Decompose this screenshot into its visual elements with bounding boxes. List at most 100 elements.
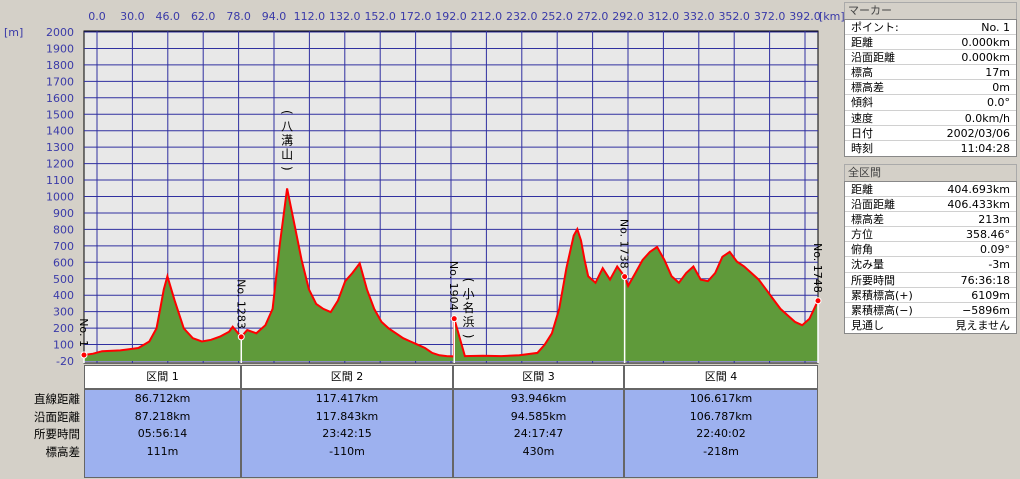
segment-column: 117.417km 117.843km 23:42:15 -110m [241, 389, 453, 478]
segment-value: 23:42:15 [322, 427, 372, 441]
x-tick-label: 272.0 [577, 10, 609, 23]
annotation-char: 八 [281, 119, 293, 133]
segment-value: 94.585km [510, 409, 567, 423]
marker-info-label: 速度 [851, 111, 873, 125]
segment-header[interactable]: 区間 3 [453, 365, 624, 389]
annotation-char: 名 [463, 300, 475, 315]
total-info-label: 沿面距離 [851, 198, 895, 212]
x-unit-label: [km] [819, 10, 844, 23]
y-unit-label: [m] [4, 26, 23, 39]
marker-info-row: ポイント: No. 1 [845, 20, 1016, 36]
marker-label: No. 1 [77, 318, 90, 347]
segment-value: 111m [146, 444, 179, 458]
marker-info-label: 距離 [851, 36, 873, 50]
x-tick-label: 62.0 [191, 10, 216, 23]
y-tick-label: 100 [53, 339, 74, 352]
total-info-label: 距離 [851, 183, 873, 196]
marker-info-table: ポイント: No. 1 距離 0.000km 沿面距離 0.000km 標高 17m 標高差 0m… [844, 19, 1017, 157]
x-tick-label: 352.0 [718, 10, 750, 23]
y-tick-label: 1100 [46, 174, 74, 187]
total-info-label: 所要時間 [851, 273, 895, 287]
annotation-char: ( [280, 110, 294, 115]
annotation-char: ) [280, 166, 294, 171]
elevation-fill [84, 188, 818, 361]
annotation-char: 小 [463, 287, 475, 301]
total-info-row: 方位 358.46° [845, 227, 1016, 243]
marker-info-value: 0.0° [987, 96, 1010, 110]
marker-info-row: 時刻 11:04:28 [845, 141, 1016, 156]
total-info-value: 406.433km [947, 198, 1010, 212]
marker-info-value: 0.0km/h [964, 111, 1010, 125]
marker-info-row: 速度 0.0km/h [845, 111, 1016, 126]
marker-dot[interactable] [621, 273, 629, 281]
x-tick-label: 192.0 [435, 10, 467, 23]
annotation-char: 浜 [463, 315, 475, 329]
x-tick-labels: 0.0 30.0 46.0 62.0 78.0 94.0 112.0 132.0 152.0 17… [88, 10, 821, 23]
segment-value: 430m [522, 444, 555, 458]
y-tick-label: 700 [53, 240, 74, 253]
segment-row-label: 沿面距離 [34, 409, 80, 424]
x-tick-label: 112.0 [294, 10, 326, 23]
x-tick-label: 252.0 [541, 10, 573, 23]
marker-group[interactable]: No. 1 No. 1283 No. 1904 No. 1738 No. 1748 [77, 219, 824, 363]
y-tick-label: 1500 [46, 108, 74, 121]
elevation-profile-chart[interactable]: No. 1 No. 1283 No. 1904 No. 1738 No. 1748 (八… [0, 0, 844, 366]
segment-value: -218m [703, 444, 739, 458]
segment-header[interactable]: 区間 1 [84, 365, 241, 389]
segment-header[interactable]: 区間 2 [241, 365, 453, 389]
total-info-value: 213m [978, 213, 1010, 227]
x-tick-label: 232.0 [506, 10, 538, 23]
total-info-label: 累積標高(−) [851, 303, 913, 317]
marker-dot[interactable] [814, 297, 822, 305]
segment-row-label: 所要時間 [34, 427, 80, 442]
y-tick-label: 400 [53, 289, 74, 302]
marker-info-label: 時刻 [851, 141, 873, 155]
total-info-row: 距離 404.693km [845, 182, 1016, 198]
x-tick-label: 332.0 [683, 10, 715, 23]
y-tick-label: 1200 [46, 158, 74, 171]
marker-info-value: 11:04:28 [960, 141, 1010, 155]
marker-info-value: 2002/03/06 [946, 126, 1010, 140]
total-panel: 全区間 距離 404.693km 沿面距離 406.433km 標高差 213m 方位 358… [844, 164, 1017, 334]
marker-info-row: 標高 17m [845, 65, 1016, 81]
marker-info-label: 標高 [851, 66, 873, 80]
x-tick-label: 46.0 [156, 10, 181, 23]
total-info-row: 累積標高(−) −5896m [845, 303, 1016, 318]
total-info-row: 沈み量 -3m [845, 257, 1016, 273]
segment-value: 117.417km [315, 392, 379, 405]
x-tick-label: 292.0 [612, 10, 644, 23]
total-info-label: 俯角 [851, 243, 873, 257]
segment-value: -110m [329, 444, 365, 458]
total-info-value: −5896m [962, 303, 1010, 317]
segment-value: 87.218km [134, 409, 191, 423]
marker-dot[interactable] [80, 351, 88, 359]
total-info-label: 標高差 [851, 213, 884, 227]
marker-label: No. 1904 [447, 261, 460, 311]
marker-label: No. 1748 [811, 243, 824, 293]
total-info-label: 方位 [851, 228, 873, 242]
marker-info-row: 距離 0.000km [845, 35, 1016, 51]
y-tick-label: 1300 [46, 141, 74, 154]
segment-column: 93.946km 94.585km 24:17:47 430m [453, 389, 624, 478]
marker-dot[interactable] [237, 333, 245, 341]
marker-panel: マーカー ポイント: No. 1 距離 0.000km 沿面距離 0.000km 標高 17m… [844, 2, 1017, 157]
x-tick-label: 94.0 [262, 10, 287, 23]
marker-info-label: 日付 [851, 126, 873, 140]
y-tick-label: 1900 [46, 42, 74, 55]
y-tick-label: 1800 [46, 59, 74, 72]
marker-dot[interactable] [450, 315, 458, 323]
total-info-value: 0.09° [980, 243, 1010, 257]
segment-value: 05:56:14 [137, 427, 188, 441]
y-tick-label: 500 [53, 273, 74, 286]
marker-label: No. 1283 [234, 279, 247, 329]
x-tick-label: 172.0 [400, 10, 432, 23]
segment-value: 22:40:02 [696, 427, 746, 441]
segment-header[interactable]: 区間 4 [624, 365, 818, 389]
marker-info-label: 沿面距離 [851, 51, 895, 65]
total-info-value: -3m [988, 258, 1010, 272]
annotation-char: ) [462, 334, 476, 339]
total-info-value: 76:36:18 [960, 273, 1010, 287]
total-info-value: 見えません [955, 318, 1010, 332]
marker-info-value: 0m [992, 81, 1010, 95]
marker-info-value: 17m [985, 66, 1010, 80]
